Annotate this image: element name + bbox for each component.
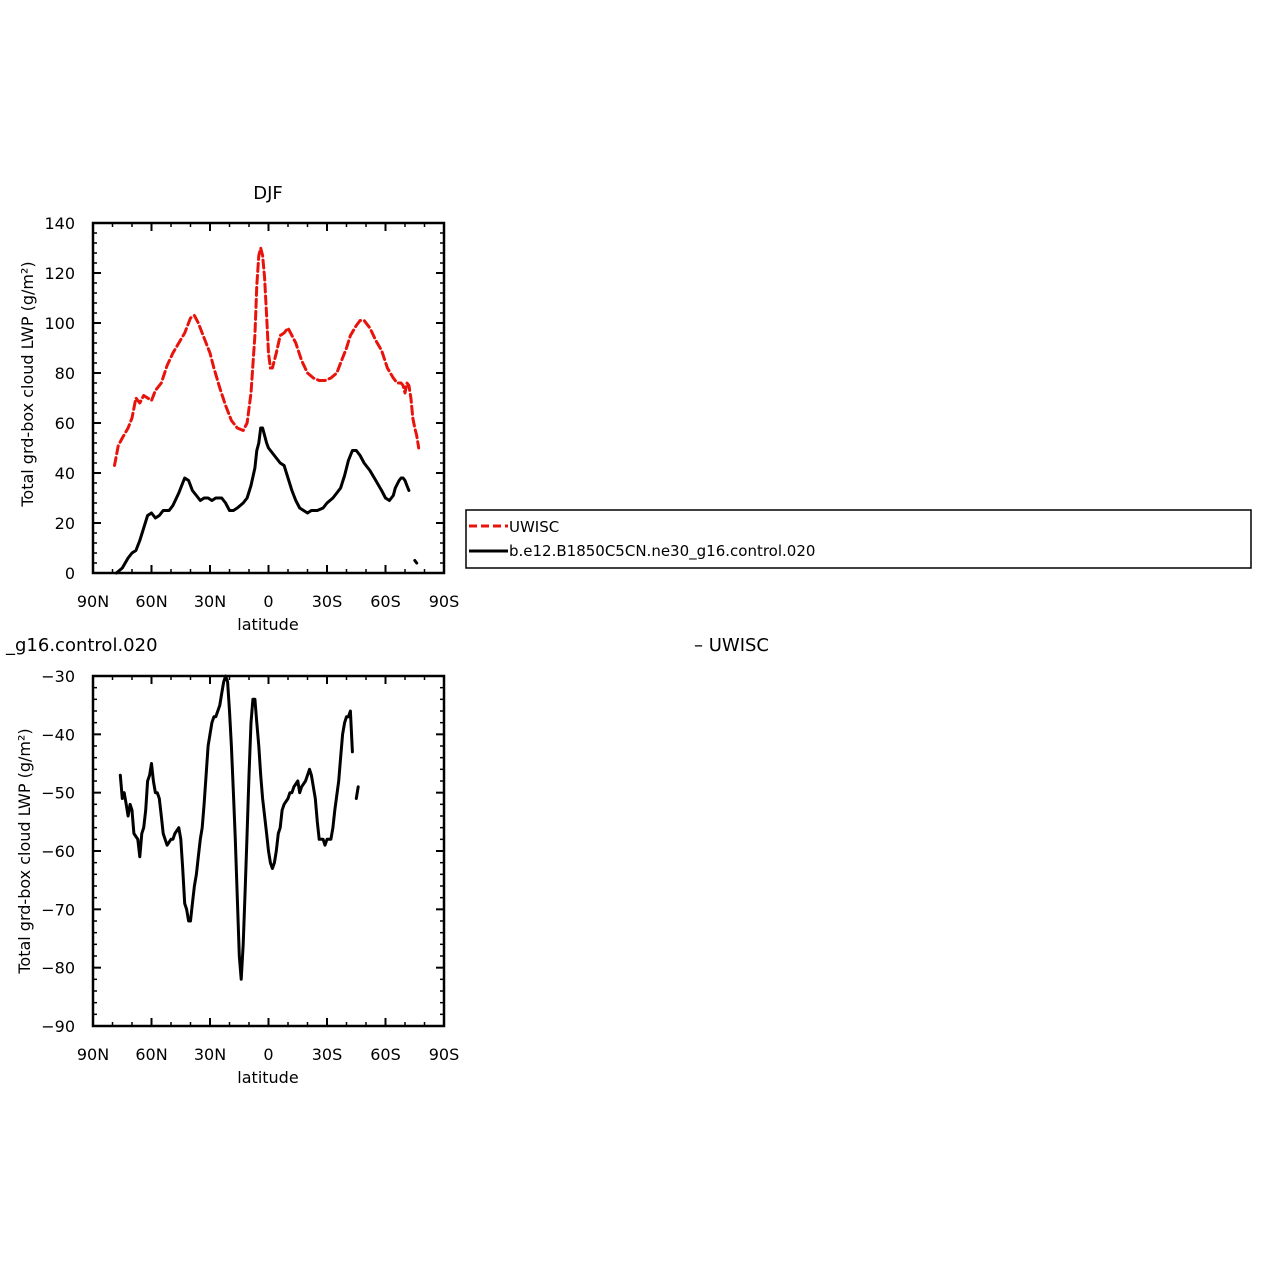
bottom-x-axis-label: latitude <box>237 1068 298 1087</box>
x-tick-label: 60N <box>135 1045 167 1064</box>
y-tick-label: 120 <box>44 264 75 283</box>
legend: UWISC b.e12.B1850C5CN.ne30_g16.control.0… <box>465 509 1252 569</box>
bottom-x-axis: 90N 60N 30N 0 30S 60S 90S <box>77 676 459 1064</box>
x-tick-label: 60S <box>370 1045 401 1064</box>
legend-label-uwisc: UWISC <box>509 518 559 536</box>
x-tick-label: 60N <box>135 592 167 611</box>
x-tick-label: 90S <box>429 592 460 611</box>
y-tick-label: −50 <box>41 784 75 803</box>
y-tick-label: 100 <box>44 314 75 333</box>
x-tick-label: 90N <box>77 1045 109 1064</box>
y-tick-label: −30 <box>41 667 75 686</box>
x-tick-label: 90S <box>429 1045 460 1064</box>
y-tick-label: −70 <box>41 900 75 919</box>
top-x-axis-label: latitude <box>237 615 298 634</box>
top-y-axis-label: Total grd-box cloud LWP (g/m²) <box>18 261 37 507</box>
y-tick-label: 60 <box>55 414 75 433</box>
legend-label-control: b.e12.B1850C5CN.ne30_g16.control.020 <box>509 542 815 561</box>
y-tick-label: 80 <box>55 364 75 383</box>
x-tick-label: 0 <box>263 592 273 611</box>
bottom-panel-subtitle: – UWISC <box>694 635 769 656</box>
legend-box <box>465 509 1252 569</box>
bottom-panel-title: _g16.control.020 <box>5 635 158 656</box>
bottom-y-axis-label: Total grd-box cloud LWP (g/m²) <box>15 728 34 974</box>
series-line-b-e12-b1850c5cn-ne30-g16-control-020 <box>114 426 411 575</box>
series-line-difference <box>354 785 360 800</box>
series-line-uwisc <box>113 246 421 467</box>
x-tick-label: 60S <box>370 592 401 611</box>
x-tick-label: 0 <box>263 1045 273 1064</box>
x-tick-label: 30S <box>312 592 343 611</box>
y-tick-label: 40 <box>55 464 75 483</box>
bottom-panel: _g16.control.020 – UWISC −90 −80 −70 −60 −50… <box>5 635 769 1087</box>
y-tick-label: −40 <box>41 725 75 744</box>
y-tick-label: 0 <box>65 564 75 583</box>
bottom-y-axis: −90 −80 −70 −60 −50 −40 −30 <box>41 667 444 1036</box>
bottom-plot-lines <box>118 674 360 981</box>
y-tick-label: 140 <box>44 214 75 233</box>
series-line-difference <box>118 674 354 981</box>
x-tick-label: 90N <box>77 592 109 611</box>
x-tick-label: 30S <box>312 1045 343 1064</box>
top-y-axis: 0 20 40 60 80 100 120 140 <box>44 214 444 583</box>
top-panel-title: DJF <box>253 183 283 204</box>
series-line-b-e12-b1850c5cn-ne30-g16-control-020 <box>413 559 419 565</box>
y-tick-label: −90 <box>41 1017 75 1036</box>
y-tick-label: −80 <box>41 959 75 978</box>
y-tick-label: 20 <box>55 514 75 533</box>
top-x-axis: 90N 60N 30N 0 30S 60S 90S <box>77 223 459 611</box>
x-tick-label: 30N <box>194 1045 226 1064</box>
top-plot-lines <box>113 246 421 575</box>
y-tick-label: −60 <box>41 842 75 861</box>
x-tick-label: 30N <box>194 592 226 611</box>
